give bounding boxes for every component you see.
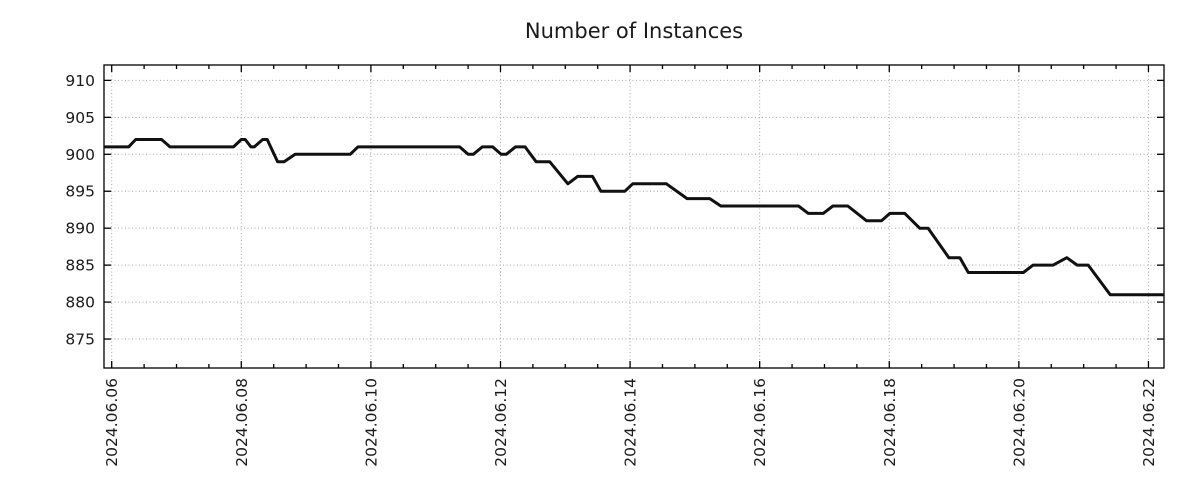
y-tick-label: 900 bbox=[65, 146, 95, 164]
y-tick-label: 880 bbox=[65, 294, 95, 312]
x-tick-label: 2024.06.20 bbox=[1010, 378, 1028, 467]
x-tick-label: 2024.06.08 bbox=[233, 378, 251, 467]
y-tick-label: 890 bbox=[65, 220, 95, 238]
y-tick-label: 905 bbox=[65, 109, 95, 127]
ticks-group bbox=[104, 65, 1164, 368]
x-tick-label: 2024.06.12 bbox=[492, 378, 510, 467]
y-tick-label: 885 bbox=[65, 257, 95, 275]
y-tick-label: 895 bbox=[65, 183, 95, 201]
chart-title: Number of Instances bbox=[525, 19, 743, 43]
x-tick-label: 2024.06.16 bbox=[751, 378, 769, 467]
y-tick-label: 910 bbox=[65, 72, 95, 90]
x-tick-label: 2024.06.14 bbox=[622, 378, 640, 467]
x-tick-label: 2024.06.10 bbox=[362, 378, 380, 467]
x-tick-label: 2024.06.18 bbox=[881, 378, 899, 467]
x-tick-label: 2024.06.06 bbox=[103, 378, 121, 467]
instances-series-line bbox=[104, 138, 1164, 297]
tick-labels-group: 875 880 885 890 895 900 905 910 2024.06.06 2024.0… bbox=[65, 72, 1158, 467]
x-tick-label: 2024.06.22 bbox=[1140, 378, 1158, 467]
y-tick-label: 875 bbox=[65, 331, 95, 349]
plot-border bbox=[103, 64, 1165, 369]
gridlines-group bbox=[104, 65, 1164, 368]
